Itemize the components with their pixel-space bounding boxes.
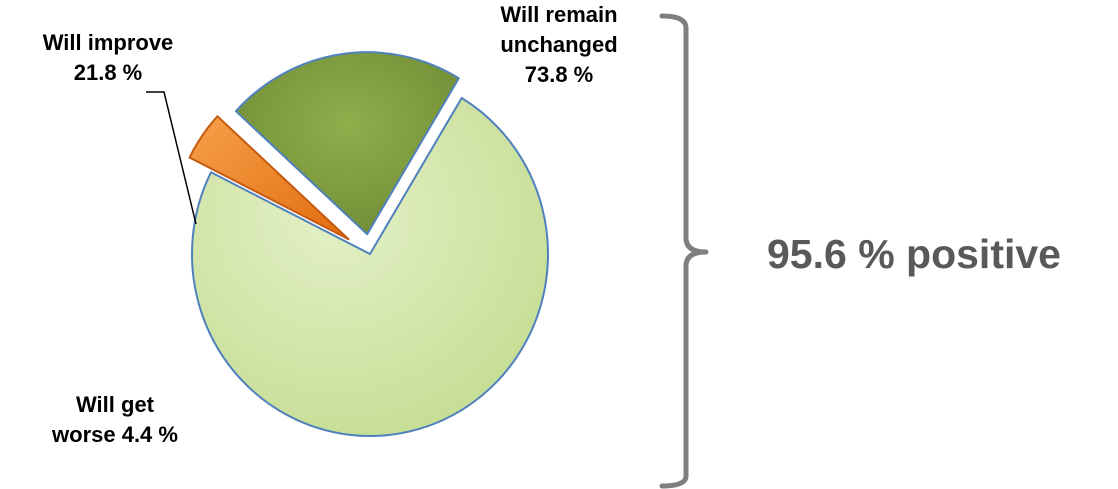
label-will-improve-line-2: 21.8 %	[73, 60, 143, 85]
label-unchanged-line-3: 73.8 %	[524, 62, 594, 87]
label-will-improve-line-1: Will improve	[42, 30, 174, 55]
slice-will-improve	[234, 51, 460, 236]
label-will-improve: Will improve 21.8 %	[10, 28, 206, 88]
label-unchanged-line-1: Will remain	[500, 2, 618, 27]
pie-slices	[188, 51, 549, 437]
summary-bracket	[659, 13, 709, 489]
slice-will-remain-unchanged	[191, 96, 549, 437]
label-worse-line-1: Will get	[75, 392, 155, 417]
label-worse-line-2: worse 4.4 %	[52, 422, 178, 447]
leader-line-improve	[146, 91, 197, 225]
label-unchanged-line-2: unchanged	[500, 32, 618, 57]
slice-will-get-worse	[188, 115, 350, 241]
summary-positive-total: 95.6 % positive	[767, 231, 1061, 277]
label-will-remain-unchanged: Will remain unchanged 73.8 %	[455, 0, 663, 90]
label-will-get-worse: Will get worse 4.4 %	[6, 390, 224, 450]
